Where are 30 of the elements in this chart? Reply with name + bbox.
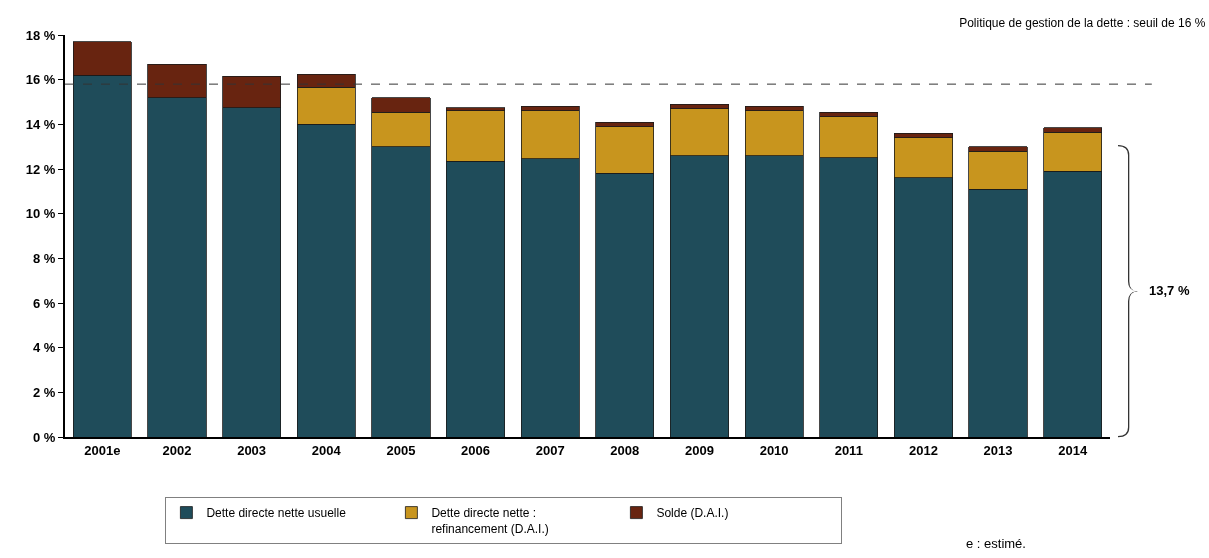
x-tick-label: 2008 <box>610 442 640 458</box>
legend-label: Dette directe nette : refinancement (D.A.I.) <box>431 506 549 536</box>
y-tick-label: 0 % <box>32 429 56 445</box>
y-tick-label: 16 % <box>25 72 56 88</box>
text: 13,7 % <box>1149 283 1190 298</box>
y-tick-label: 10 % <box>25 206 56 222</box>
x-tick-label: 2011 <box>834 442 863 458</box>
x-tick-label: 2002 <box>162 442 192 458</box>
y-tick-label: 12 % <box>25 161 56 177</box>
legend-label: Solde (D.A.I.) <box>656 506 729 521</box>
x-tick-label: 2004 <box>311 442 342 458</box>
legend-label: Dette directe nette usuelle <box>206 506 347 521</box>
y-tick-label: 2 % <box>32 384 56 400</box>
y-tick-label: 8 % <box>32 250 56 266</box>
y-tick-label: 18 % <box>25 27 56 43</box>
x-tick-label: 2010 <box>759 442 789 458</box>
text: e : estimé. <box>966 536 1026 551</box>
x-tick-label: 2012 <box>908 442 938 458</box>
y-tick-label: 14 % <box>25 116 56 132</box>
x-tick-label: 2007 <box>535 442 565 458</box>
x-tick-label: 2005 <box>386 442 416 458</box>
chart-title: Politique de gestion de la dette : seuil de 16 % <box>959 15 1206 30</box>
x-tick-label: 2001e <box>84 442 121 458</box>
x-tick-label: 2014 <box>1058 442 1088 458</box>
x-tick-label: 2009 <box>685 442 714 458</box>
y-tick-label: 6 % <box>32 295 56 311</box>
y-tick-label: 4 % <box>32 340 56 356</box>
x-tick-label: 2003 <box>237 442 267 458</box>
x-tick-label: 2006 <box>461 442 490 458</box>
x-tick-label: 2013 <box>983 442 1013 458</box>
